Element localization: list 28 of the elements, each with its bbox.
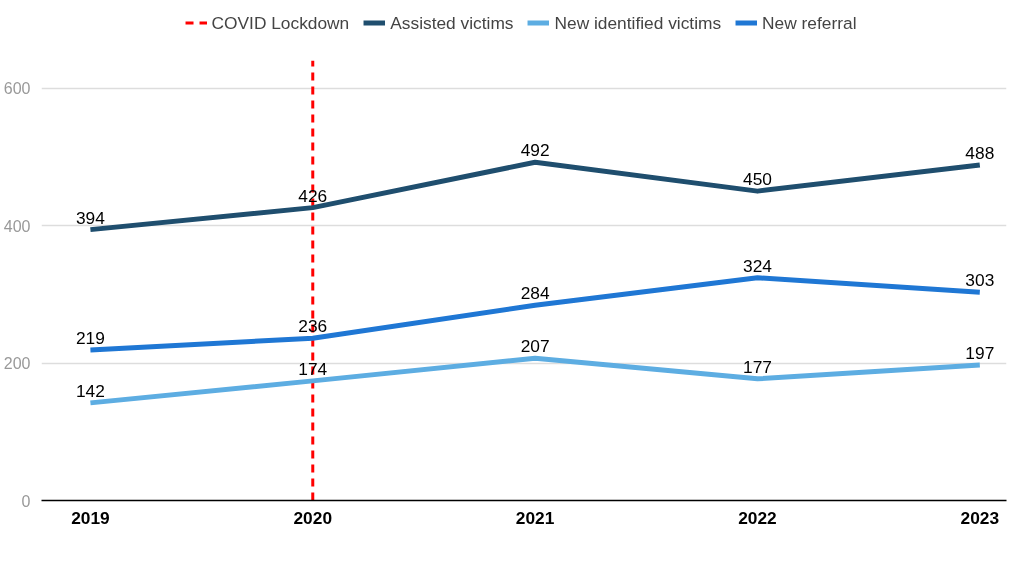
x-tick-label: 2022 [738, 507, 777, 528]
data-label: 492 [520, 140, 550, 161]
y-tick-label: 0 [21, 492, 31, 510]
data-label: 426 [298, 185, 328, 206]
y-tick-label: 200 [3, 355, 31, 372]
data-label: 207 [520, 336, 550, 357]
x-tick-label: 2021 [515, 507, 555, 528]
legend-label: New identified victims [554, 12, 722, 33]
data-label: 142 [75, 380, 105, 401]
data-label: 450 [743, 169, 772, 190]
data-label: 324 [743, 255, 773, 276]
data-label: 174 [298, 358, 328, 379]
y-tick-label: 400 [3, 217, 31, 235]
data-label: 236 [298, 316, 328, 337]
data-label: 197 [965, 343, 995, 364]
data-label: 177 [743, 356, 772, 377]
x-tick-label: 2023 [960, 507, 1000, 528]
data-label: 488 [965, 143, 995, 163]
legend-label: Assisted victims [390, 12, 514, 33]
data-label: 303 [965, 270, 995, 291]
x-tick-label: 2019 [71, 507, 110, 528]
data-label: 284 [520, 283, 550, 304]
legend-label: COVID Lockdown [211, 12, 350, 33]
legend-label: New referral [762, 12, 857, 33]
y-tick-label: 600 [3, 80, 31, 97]
data-label: 219 [75, 327, 105, 348]
x-tick-label: 2020 [293, 507, 333, 528]
data-label: 394 [75, 207, 106, 228]
